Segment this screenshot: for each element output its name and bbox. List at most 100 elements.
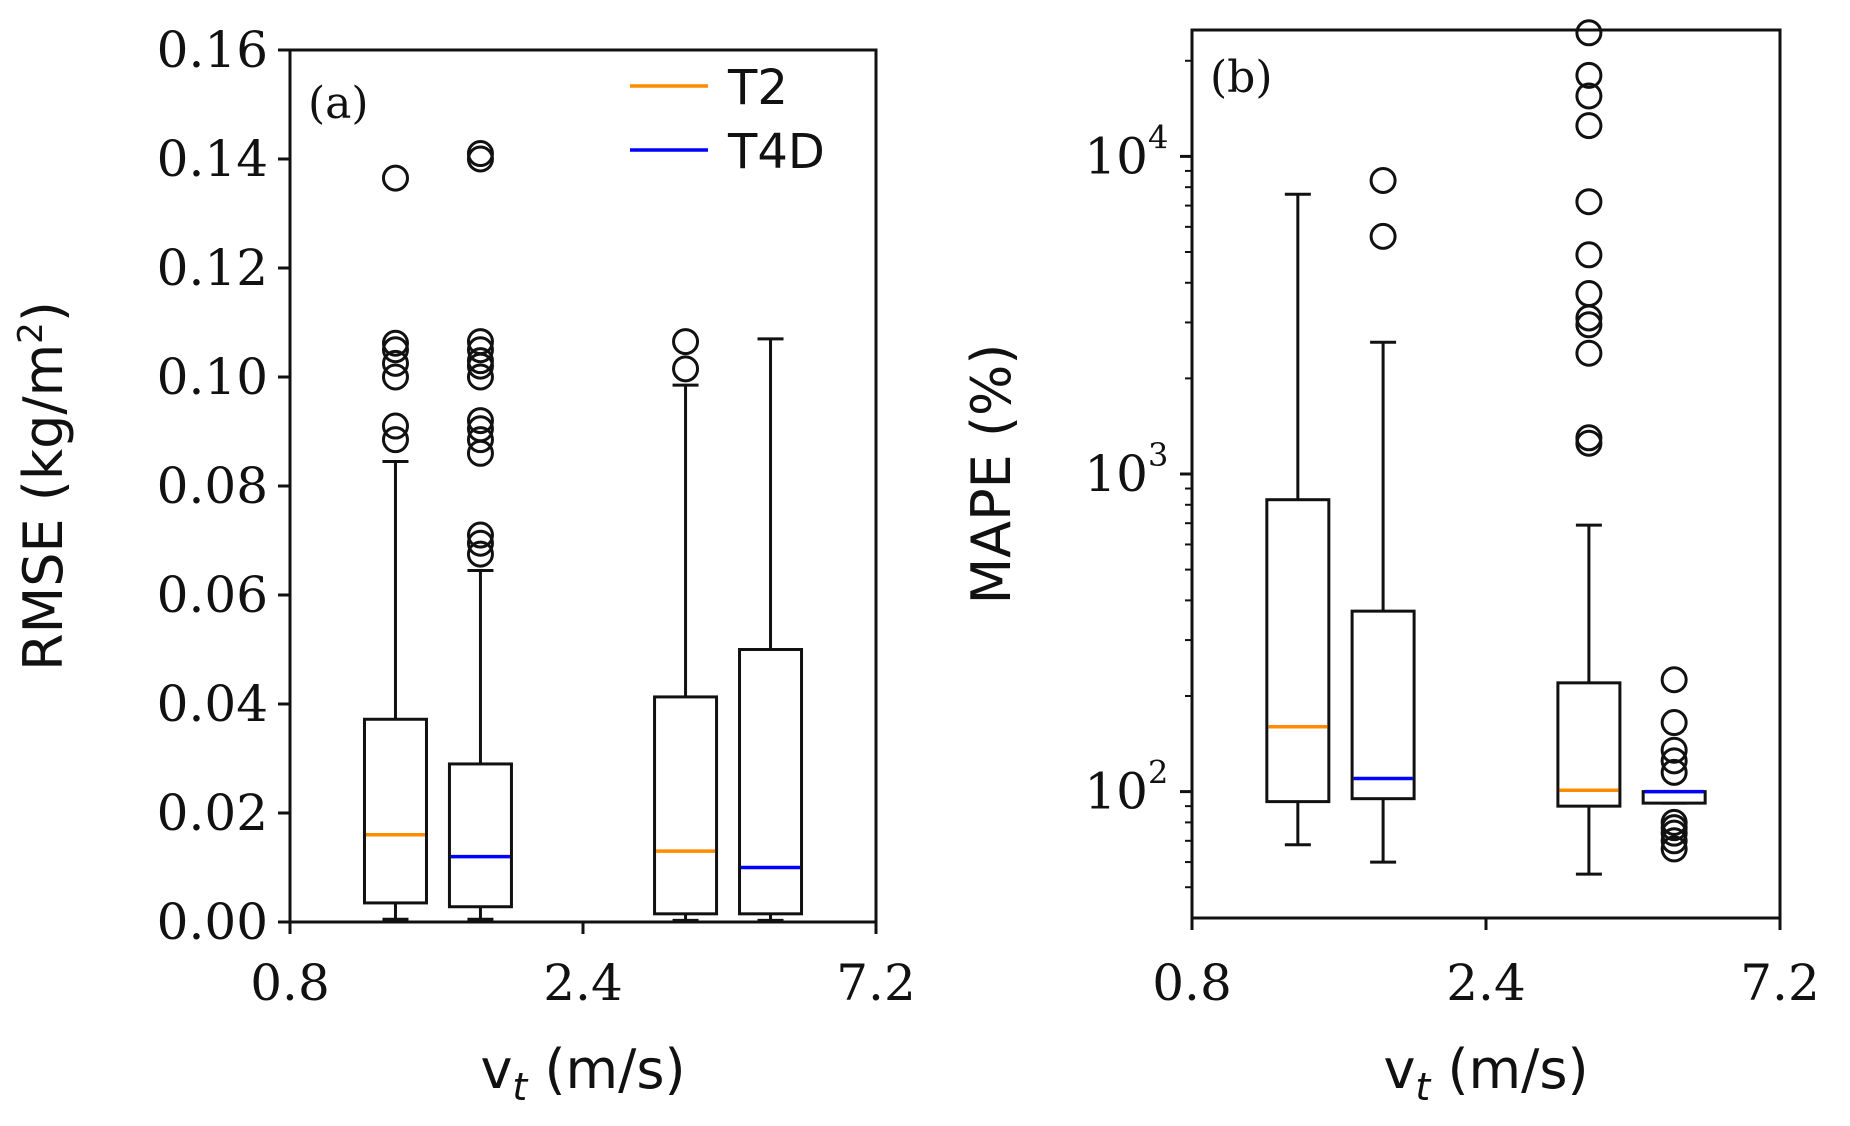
- x-axis-label-subscript: t: [512, 1065, 529, 1109]
- outlier-point: [466, 363, 494, 391]
- box-iqr: [1265, 498, 1331, 804]
- box-iqr: [653, 695, 719, 916]
- outlier-point: [1575, 19, 1603, 47]
- x-axis-label: vt (m/s): [480, 1038, 685, 1109]
- box-t4d: [1641, 666, 1707, 863]
- x-tick-label: 7.2: [1740, 954, 1820, 1012]
- y-tick-label: 10: [1084, 127, 1148, 185]
- y-axis-label: RMSE (kg/m2): [11, 301, 75, 671]
- y-tick-label: 0.12: [157, 239, 268, 297]
- y-tick-base: 10: [1084, 763, 1148, 821]
- box-iqr: [362, 717, 428, 905]
- box-iqr: [1556, 681, 1622, 808]
- x-tick-label: 2.4: [543, 954, 623, 1012]
- outlier-point: [381, 336, 409, 364]
- y-tick-label: 0.14: [157, 130, 268, 188]
- y-axis-label-end: ): [12, 301, 75, 322]
- outlier-point: [1575, 82, 1603, 110]
- outlier-point: [1660, 736, 1688, 764]
- outlier-point: [1575, 188, 1603, 216]
- box-t4d: [1350, 166, 1416, 864]
- outlier-point: [466, 140, 494, 168]
- legend-label-t2: T2: [727, 60, 788, 116]
- x-axis-label-unit: (m/s): [527, 1038, 685, 1101]
- outlier-point: [381, 164, 409, 192]
- box-t2: [1265, 192, 1331, 847]
- legend-label-t4d: T4D: [727, 124, 825, 180]
- outlier-point: [1660, 747, 1688, 775]
- outlier-point: [1660, 827, 1688, 855]
- outlier-point: [1660, 758, 1688, 786]
- y-tick-label: 0.02: [157, 784, 268, 842]
- x-tick-label: 2.4: [1446, 954, 1526, 1012]
- y-tick-label: 0.06: [157, 566, 268, 624]
- box-iqr: [447, 762, 513, 909]
- outlier-point: [466, 540, 494, 568]
- outlier-point: [466, 347, 494, 375]
- outlier-point: [1575, 311, 1603, 339]
- y-tick-base: 10: [1084, 127, 1148, 185]
- x-tick-label: 0.8: [1152, 954, 1232, 1012]
- outlier-point: [1660, 835, 1688, 863]
- outlier-point: [466, 328, 494, 356]
- outlier-point: [466, 407, 494, 435]
- x-tick-label: 0.8: [250, 954, 330, 1012]
- outlier-point: [1660, 808, 1688, 836]
- y-tick-label: 0.04: [157, 675, 268, 733]
- y-tick-exponent: 4: [1148, 118, 1168, 156]
- outlier-point: [672, 355, 700, 383]
- box-iqr: [1350, 609, 1416, 801]
- y-axis-label-superscript: 2: [11, 322, 51, 344]
- outlier-point: [672, 328, 700, 356]
- outlier-point: [1660, 709, 1688, 737]
- y-tick-label: 0.16: [157, 21, 268, 79]
- panel-label: (a): [308, 78, 369, 129]
- outlier-point: [381, 329, 409, 357]
- box-t2: [653, 328, 719, 922]
- x-axis-label-symbol: v: [1383, 1038, 1415, 1101]
- panel-a-rmse: 0.00 0.02 0.04 0.06 0.08 0.10 0.12 0.14 0.16 0.8 2…: [11, 21, 916, 1109]
- outlier-point: [466, 521, 494, 549]
- outlier-point: [1575, 61, 1603, 89]
- outlier-point: [1575, 112, 1603, 140]
- box-t4d: [447, 140, 513, 921]
- outlier-point: [1660, 666, 1688, 694]
- y-tick-label: 0.00: [157, 893, 268, 951]
- x-axis-label-subscript: t: [1415, 1065, 1432, 1109]
- y-tick-exponent: 3: [1148, 436, 1168, 474]
- outlier-point: [1575, 241, 1603, 269]
- y-tick-label: 0.08: [157, 457, 268, 515]
- panel-label: (b): [1210, 52, 1273, 103]
- box-t4d: [738, 337, 804, 922]
- outlier-point: [1369, 222, 1397, 250]
- x-axis-label-symbol: v: [480, 1038, 512, 1101]
- outlier-point: [1575, 424, 1603, 452]
- y-tick-label: 10: [1084, 445, 1148, 503]
- y-axis-label: MAPE (%): [960, 344, 1023, 605]
- outlier-point: [1575, 339, 1603, 367]
- outlier-point: [466, 529, 494, 557]
- y-tick-label: 0.10: [157, 348, 268, 406]
- y-axis-label-text: MAPE (%): [960, 344, 1023, 605]
- box-iqr: [738, 648, 804, 916]
- y-tick-label: 10: [1084, 763, 1148, 821]
- y-tick-base: 10: [1084, 445, 1148, 503]
- outlier-point: [381, 426, 409, 454]
- outlier-point: [466, 415, 494, 443]
- outlier-point: [381, 349, 409, 377]
- outlier-point: [466, 336, 494, 364]
- box-t2: [362, 164, 428, 921]
- outlier-point: [1575, 280, 1603, 308]
- y-axis-label-text: RMSE (kg/m: [12, 344, 75, 671]
- outlier-point: [381, 363, 409, 391]
- x-axis-label: vt (m/s): [1383, 1038, 1588, 1109]
- x-axis-label-unit: (m/s): [1430, 1038, 1588, 1101]
- outlier-point: [466, 426, 494, 454]
- outlier-point: [1369, 166, 1397, 194]
- outlier-point: [381, 412, 409, 440]
- y-tick-exponent: 2: [1148, 754, 1168, 792]
